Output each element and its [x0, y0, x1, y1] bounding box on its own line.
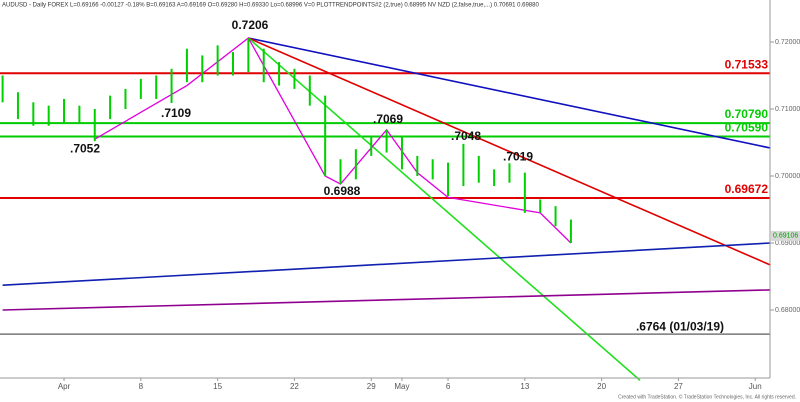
level-label: 0.70790	[725, 107, 769, 121]
plot-area	[0, 37, 771, 381]
level-label: 0.71533	[725, 57, 769, 71]
x-tick-label: May	[394, 382, 409, 391]
y-tick-label: 0.72000	[775, 39, 800, 46]
y-tick-label: 0.69000	[775, 240, 800, 247]
x-tick-label: 20	[597, 382, 606, 391]
last-price-box	[771, 230, 800, 241]
support-label: .6764 (01/03/19)	[636, 319, 724, 333]
level-label: 0.69672	[725, 182, 769, 196]
trendline	[247, 37, 641, 381]
x-tick-label: Jun	[749, 382, 762, 391]
trendline	[248, 37, 771, 266]
y-tick-label: 0.70000	[775, 173, 800, 180]
annotation: .7109	[161, 106, 191, 120]
x-tick-label: 15	[213, 382, 222, 391]
y-tick-label: 0.68000	[775, 307, 800, 314]
annotation: .7048	[451, 129, 481, 143]
x-tick-label: 22	[290, 382, 299, 391]
x-tick-label: 8	[139, 382, 144, 391]
annotation: 0.6988	[324, 184, 361, 198]
level-label: 0.70590	[725, 121, 769, 135]
x-tick-label: 29	[367, 382, 376, 391]
x-tick-label: 27	[674, 382, 683, 391]
annotation: .7069	[373, 112, 403, 126]
annotation: .7052	[70, 141, 100, 155]
last-price-label: 0.69106	[773, 233, 798, 240]
trendline	[2, 289, 771, 311]
x-tick-label: 6	[446, 382, 451, 391]
y-tick-label: 0.71000	[775, 106, 800, 113]
header: AUDUSD - Daily FOREX L=0.69166 -0.00127 …	[2, 3, 539, 9]
x-tick-label: Apr	[58, 382, 71, 391]
annotation: 0.7206	[232, 18, 269, 32]
footer: Created with TradeStation. © TradeStatio…	[618, 393, 796, 400]
x-tick-label: 13	[520, 382, 529, 391]
trendline	[248, 37, 771, 149]
trendline	[2, 242, 771, 287]
annotation: .7019	[503, 149, 533, 163]
